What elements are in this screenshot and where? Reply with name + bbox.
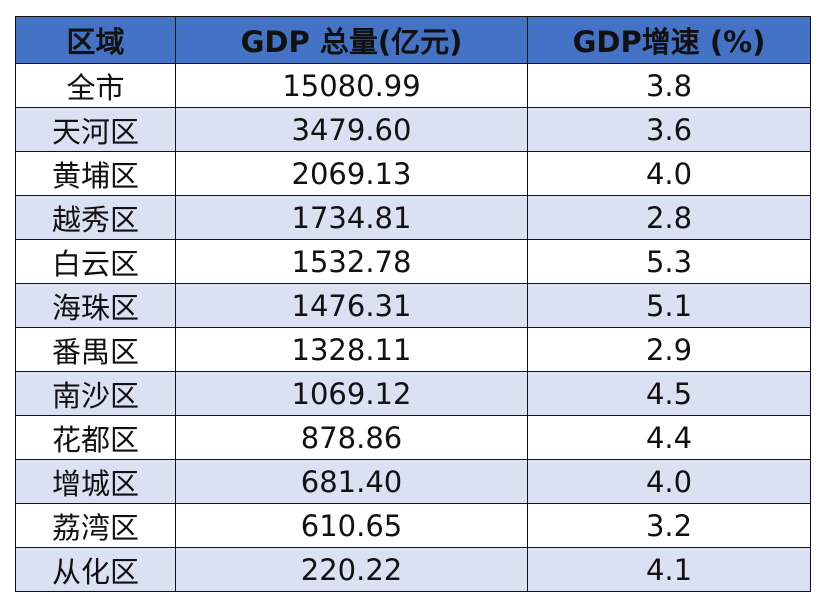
header-gdp-growth: GDP增速 (%) — [527, 16, 811, 64]
region-cell: 从化区 — [15, 547, 176, 592]
gdp-growth-cell: 4.5 — [527, 371, 811, 416]
region-cell: 增城区 — [15, 459, 176, 504]
table-row: 花都区 878.86 4.4 — [15, 415, 811, 460]
header-region: 区域 — [15, 16, 176, 64]
region-cell: 黄埔区 — [15, 151, 176, 196]
table-row: 从化区 220.22 4.1 — [15, 547, 811, 592]
table-row: 荔湾区 610.65 3.2 — [15, 503, 811, 548]
gdp-growth-cell: 3.2 — [527, 503, 811, 548]
table-row: 海珠区 1476.31 5.1 — [15, 283, 811, 328]
table-row: 番禺区 1328.11 2.9 — [15, 327, 811, 372]
table-row: 增城区 681.40 4.0 — [15, 459, 811, 504]
region-cell: 荔湾区 — [15, 503, 176, 548]
region-cell: 海珠区 — [15, 283, 176, 328]
table-row: 南沙区 1069.12 4.5 — [15, 371, 811, 416]
gdp-total-cell: 220.22 — [175, 547, 528, 592]
gdp-total-cell: 1328.11 — [175, 327, 528, 372]
region-cell: 白云区 — [15, 239, 176, 284]
region-cell: 花都区 — [15, 415, 176, 460]
gdp-total-cell: 878.86 — [175, 415, 528, 460]
gdp-growth-cell: 4.4 — [527, 415, 811, 460]
gdp-growth-cell: 2.8 — [527, 195, 811, 240]
table-row: 天河区 3479.60 3.6 — [15, 107, 811, 152]
gdp-total-cell: 681.40 — [175, 459, 528, 504]
table-row: 全市 15080.99 3.8 — [15, 63, 811, 108]
gdp-growth-cell: 4.0 — [527, 151, 811, 196]
region-cell: 全市 — [15, 63, 176, 108]
gdp-total-cell: 1476.31 — [175, 283, 528, 328]
gdp-total-cell: 2069.13 — [175, 151, 528, 196]
gdp-total-cell: 15080.99 — [175, 63, 528, 108]
gdp-total-cell: 3479.60 — [175, 107, 528, 152]
gdp-growth-cell: 5.3 — [527, 239, 811, 284]
region-cell: 南沙区 — [15, 371, 176, 416]
gdp-growth-cell: 3.8 — [527, 63, 811, 108]
region-cell: 番禺区 — [15, 327, 176, 372]
region-cell: 天河区 — [15, 107, 176, 152]
header-gdp-total: GDP 总量(亿元) — [175, 16, 528, 64]
gdp-total-cell: 610.65 — [175, 503, 528, 548]
gdp-growth-cell: 3.6 — [527, 107, 811, 152]
header-row: 区域 GDP 总量(亿元) GDP增速 (%) — [15, 16, 811, 64]
gdp-growth-cell: 4.0 — [527, 459, 811, 504]
gdp-total-cell: 1734.81 — [175, 195, 528, 240]
gdp-growth-cell: 5.1 — [527, 283, 811, 328]
gdp-table: 区域 GDP 总量(亿元) GDP增速 (%) 全市 15080.99 3.8 … — [15, 16, 811, 592]
table-row: 越秀区 1734.81 2.8 — [15, 195, 811, 240]
region-cell: 越秀区 — [15, 195, 176, 240]
gdp-growth-cell: 2.9 — [527, 327, 811, 372]
gdp-total-cell: 1532.78 — [175, 239, 528, 284]
gdp-growth-cell: 4.1 — [527, 547, 811, 592]
table-row: 黄埔区 2069.13 4.0 — [15, 151, 811, 196]
gdp-total-cell: 1069.12 — [175, 371, 528, 416]
table-row: 白云区 1532.78 5.3 — [15, 239, 811, 284]
